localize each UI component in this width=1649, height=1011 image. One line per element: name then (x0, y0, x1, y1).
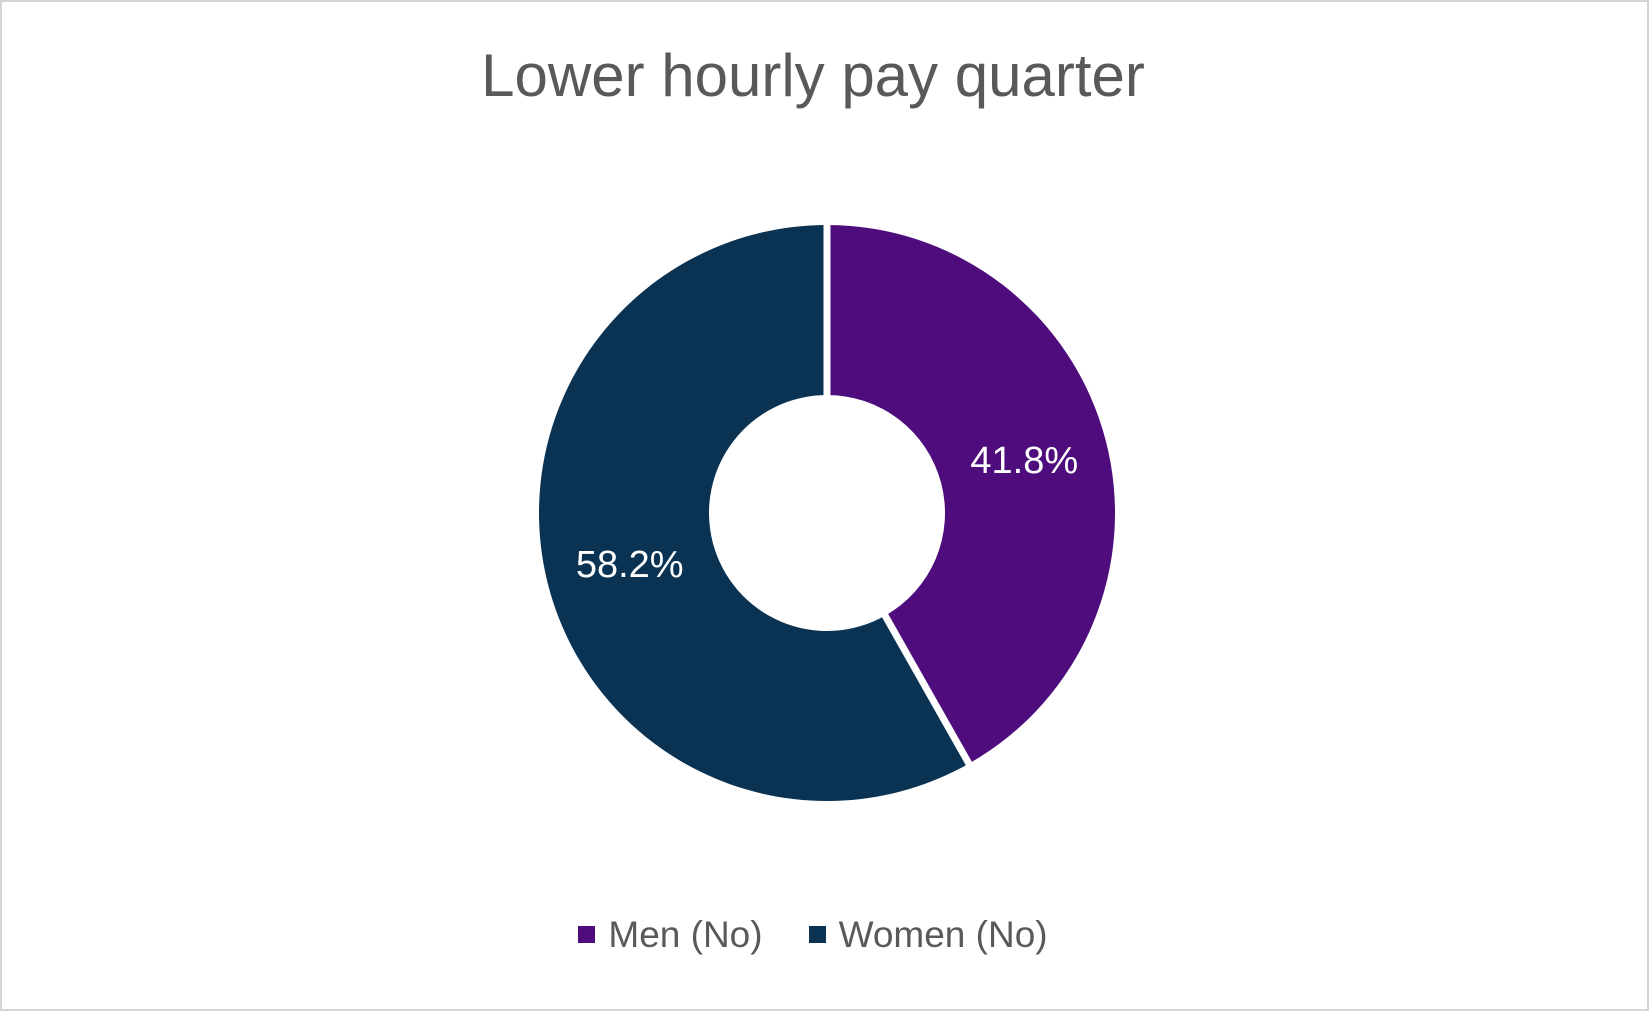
slice-men-no[interactable] (827, 225, 1115, 764)
legend: Men (No) Women (No) (2, 916, 1624, 953)
legend-label: Women (No) (838, 914, 1048, 955)
slice-women-no[interactable] (538, 225, 969, 801)
legend-item-women-no[interactable]: Women (No) (808, 914, 1048, 955)
chart-title: Lower hourly pay quarter (481, 42, 1145, 109)
legend-item-men-no[interactable]: Men (No) (578, 914, 763, 955)
legend-swatch (808, 926, 826, 943)
legend-label: Men (No) (608, 914, 763, 955)
data-label-women-no: 58.2% (576, 544, 684, 586)
legend-swatch (578, 926, 596, 943)
slice-separator (881, 612, 973, 768)
data-label-men-no: 41.8% (970, 440, 1078, 482)
